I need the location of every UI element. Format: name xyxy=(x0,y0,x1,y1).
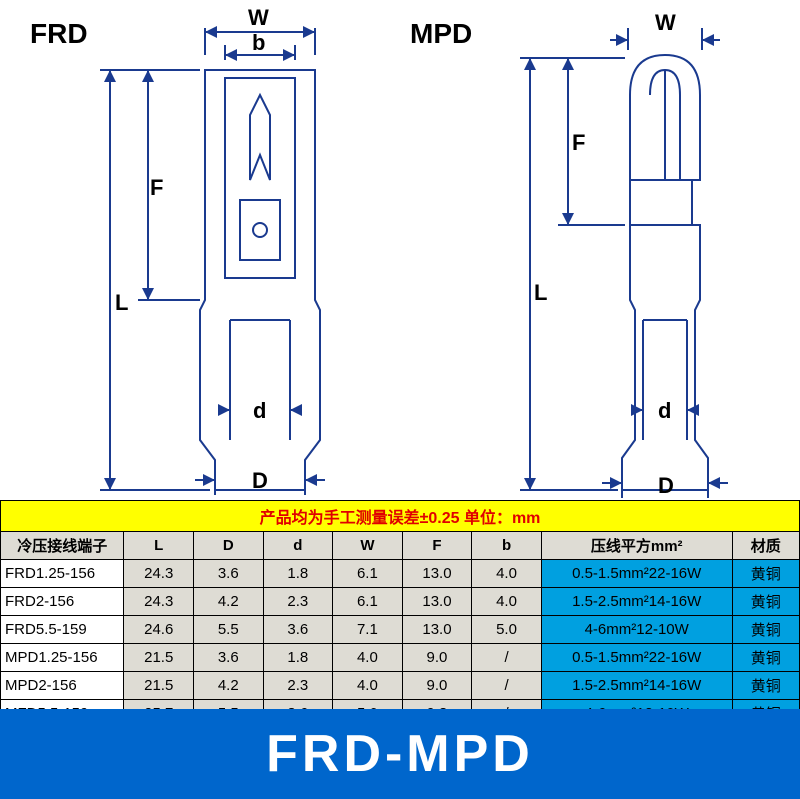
cell-D: 3.6 xyxy=(194,644,264,672)
mpd-f-label: F xyxy=(572,130,585,155)
frd-b-label: b xyxy=(252,30,265,55)
cell-spec: 0.5-1.5mm²22-16W xyxy=(541,644,732,672)
frd-d-label: d xyxy=(253,398,266,423)
table-title: 产品均为手工测量误差±0.25 单位：mm xyxy=(1,501,800,532)
cell-L: 24.3 xyxy=(124,588,194,616)
footer-banner: FRD-MPD xyxy=(0,709,800,799)
th-spec: 压线平方mm² xyxy=(541,532,732,560)
table-row: FRD2-15624.34.22.36.113.04.01.5-2.5mm²14… xyxy=(1,588,800,616)
cell-spec: 1.5-2.5mm²14-16W xyxy=(541,672,732,700)
cell-d: 1.8 xyxy=(263,560,333,588)
cell-name: FRD5.5-159 xyxy=(1,616,124,644)
cell-name: MPD1.25-156 xyxy=(1,644,124,672)
cell-mat: 黄铜 xyxy=(732,588,799,616)
cell-b: 5.0 xyxy=(472,616,542,644)
cell-mat: 黄铜 xyxy=(732,644,799,672)
cell-spec: 4-6mm²12-10W xyxy=(541,616,732,644)
spec-table: 产品均为手工测量误差±0.25 单位：mm 冷压接线端子 L D d W F b… xyxy=(0,500,800,728)
cell-D: 5.5 xyxy=(194,616,264,644)
th-D: D xyxy=(194,532,264,560)
frd-bigd-label: D xyxy=(252,468,268,493)
table-row: FRD1.25-15624.33.61.86.113.04.00.5-1.5mm… xyxy=(1,560,800,588)
th-W: W xyxy=(333,532,403,560)
cell-d: 2.3 xyxy=(263,672,333,700)
cell-name: MPD2-156 xyxy=(1,672,124,700)
cell-F: 9.0 xyxy=(402,672,472,700)
cell-b: / xyxy=(472,672,542,700)
cell-mat: 黄铜 xyxy=(732,672,799,700)
mpd-d-label: d xyxy=(658,398,671,423)
footer-text: FRD-MPD xyxy=(266,724,534,784)
table-title-row: 产品均为手工测量误差±0.25 单位：mm xyxy=(1,501,800,532)
cell-mat: 黄铜 xyxy=(732,616,799,644)
cell-b: 4.0 xyxy=(472,560,542,588)
cell-D: 3.6 xyxy=(194,560,264,588)
th-name: 冷压接线端子 xyxy=(1,532,124,560)
mpd-diagram: MPD W xyxy=(400,0,800,500)
table-row: FRD5.5-15924.65.53.67.113.05.04-6mm²12-1… xyxy=(1,616,800,644)
table-row: MPD1.25-15621.53.61.84.09.0/0.5-1.5mm²22… xyxy=(1,644,800,672)
cell-D: 4.2 xyxy=(194,588,264,616)
cell-d: 2.3 xyxy=(263,588,333,616)
table-row: MPD2-15621.54.22.34.09.0/1.5-2.5mm²14-16… xyxy=(1,672,800,700)
cell-W: 4.0 xyxy=(333,644,403,672)
cell-name: FRD1.25-156 xyxy=(1,560,124,588)
spec-table-wrap: 产品均为手工测量误差±0.25 单位：mm 冷压接线端子 L D d W F b… xyxy=(0,500,800,728)
cell-b: 4.0 xyxy=(472,588,542,616)
cell-L: 21.5 xyxy=(124,644,194,672)
cell-d: 3.6 xyxy=(263,616,333,644)
cell-F: 9.0 xyxy=(402,644,472,672)
cell-b: / xyxy=(472,644,542,672)
cell-name: FRD2-156 xyxy=(1,588,124,616)
cell-F: 13.0 xyxy=(402,588,472,616)
diagram-area: FRD xyxy=(0,0,800,500)
th-b: b xyxy=(472,532,542,560)
cell-spec: 0.5-1.5mm²22-16W xyxy=(541,560,732,588)
cell-L: 24.3 xyxy=(124,560,194,588)
frd-l-label: L xyxy=(115,290,128,315)
th-F: F xyxy=(402,532,472,560)
frd-w-label: W xyxy=(248,5,269,30)
cell-mat: 黄铜 xyxy=(732,560,799,588)
mpd-l-label: L xyxy=(534,280,547,305)
cell-W: 6.1 xyxy=(333,560,403,588)
frd-f-label: F xyxy=(150,175,163,200)
cell-W: 6.1 xyxy=(333,588,403,616)
th-mat: 材质 xyxy=(732,532,799,560)
cell-spec: 1.5-2.5mm²14-16W xyxy=(541,588,732,616)
frd-diagram: FRD xyxy=(0,0,400,500)
mpd-w-label: W xyxy=(655,10,676,35)
mpd-bigd-label: D xyxy=(658,473,674,498)
table-header-row: 冷压接线端子 L D d W F b 压线平方mm² 材质 xyxy=(1,532,800,560)
cell-F: 13.0 xyxy=(402,616,472,644)
cell-W: 4.0 xyxy=(333,672,403,700)
cell-W: 7.1 xyxy=(333,616,403,644)
cell-L: 24.6 xyxy=(124,616,194,644)
cell-L: 21.5 xyxy=(124,672,194,700)
cell-D: 4.2 xyxy=(194,672,264,700)
cell-F: 13.0 xyxy=(402,560,472,588)
th-L: L xyxy=(124,532,194,560)
th-d: d xyxy=(263,532,333,560)
cell-d: 1.8 xyxy=(263,644,333,672)
